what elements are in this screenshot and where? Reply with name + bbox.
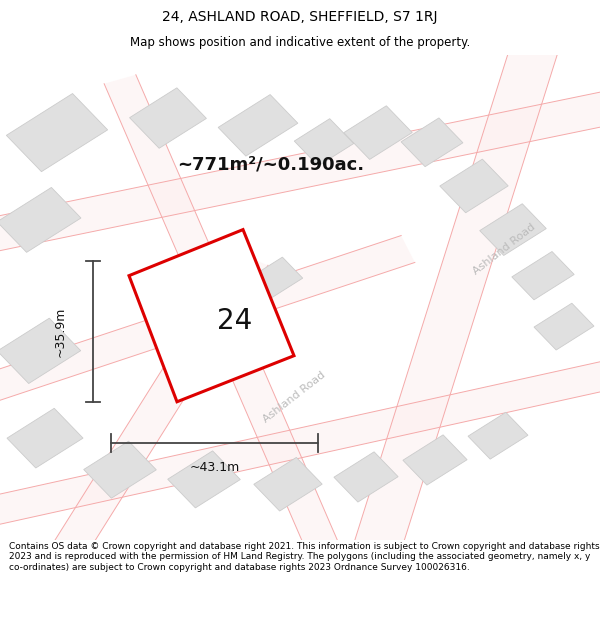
- Text: Ashland Road: Ashland Road: [261, 369, 327, 424]
- Text: ~771m²/~0.190ac.: ~771m²/~0.190ac.: [177, 155, 364, 173]
- Polygon shape: [534, 303, 594, 350]
- Polygon shape: [0, 318, 81, 384]
- Text: 24: 24: [217, 306, 253, 334]
- Polygon shape: [129, 229, 294, 402]
- Polygon shape: [294, 119, 354, 166]
- Polygon shape: [349, 26, 563, 569]
- Polygon shape: [512, 251, 574, 300]
- Polygon shape: [480, 204, 546, 256]
- Polygon shape: [7, 408, 83, 468]
- Polygon shape: [440, 159, 508, 212]
- Text: Map shows position and indicative extent of the property.: Map shows position and indicative extent…: [130, 36, 470, 49]
- Polygon shape: [403, 435, 467, 485]
- Polygon shape: [0, 87, 600, 256]
- Text: ~35.9m: ~35.9m: [53, 306, 67, 357]
- Text: Contains OS data © Crown copyright and database right 2021. This information is : Contains OS data © Crown copyright and d…: [9, 542, 599, 571]
- Polygon shape: [0, 356, 600, 530]
- Polygon shape: [130, 88, 206, 148]
- Polygon shape: [191, 329, 241, 367]
- Text: Ashland Road: Ashland Road: [471, 222, 537, 276]
- Polygon shape: [104, 75, 346, 569]
- Polygon shape: [218, 94, 298, 156]
- Polygon shape: [44, 252, 268, 571]
- Polygon shape: [401, 118, 463, 167]
- Polygon shape: [156, 301, 216, 348]
- Polygon shape: [7, 94, 107, 172]
- Text: ~43.1m: ~43.1m: [190, 461, 239, 474]
- Polygon shape: [83, 441, 157, 498]
- Polygon shape: [334, 452, 398, 502]
- Text: 24, ASHLAND ROAD, SHEFFIELD, S7 1RJ: 24, ASHLAND ROAD, SHEFFIELD, S7 1RJ: [162, 9, 438, 24]
- Polygon shape: [344, 106, 412, 159]
- Polygon shape: [249, 257, 303, 299]
- Polygon shape: [0, 188, 81, 253]
- Polygon shape: [468, 412, 528, 459]
- Polygon shape: [0, 236, 415, 408]
- Polygon shape: [164, 259, 208, 292]
- Polygon shape: [254, 458, 322, 511]
- Polygon shape: [167, 451, 241, 508]
- Polygon shape: [203, 276, 271, 329]
